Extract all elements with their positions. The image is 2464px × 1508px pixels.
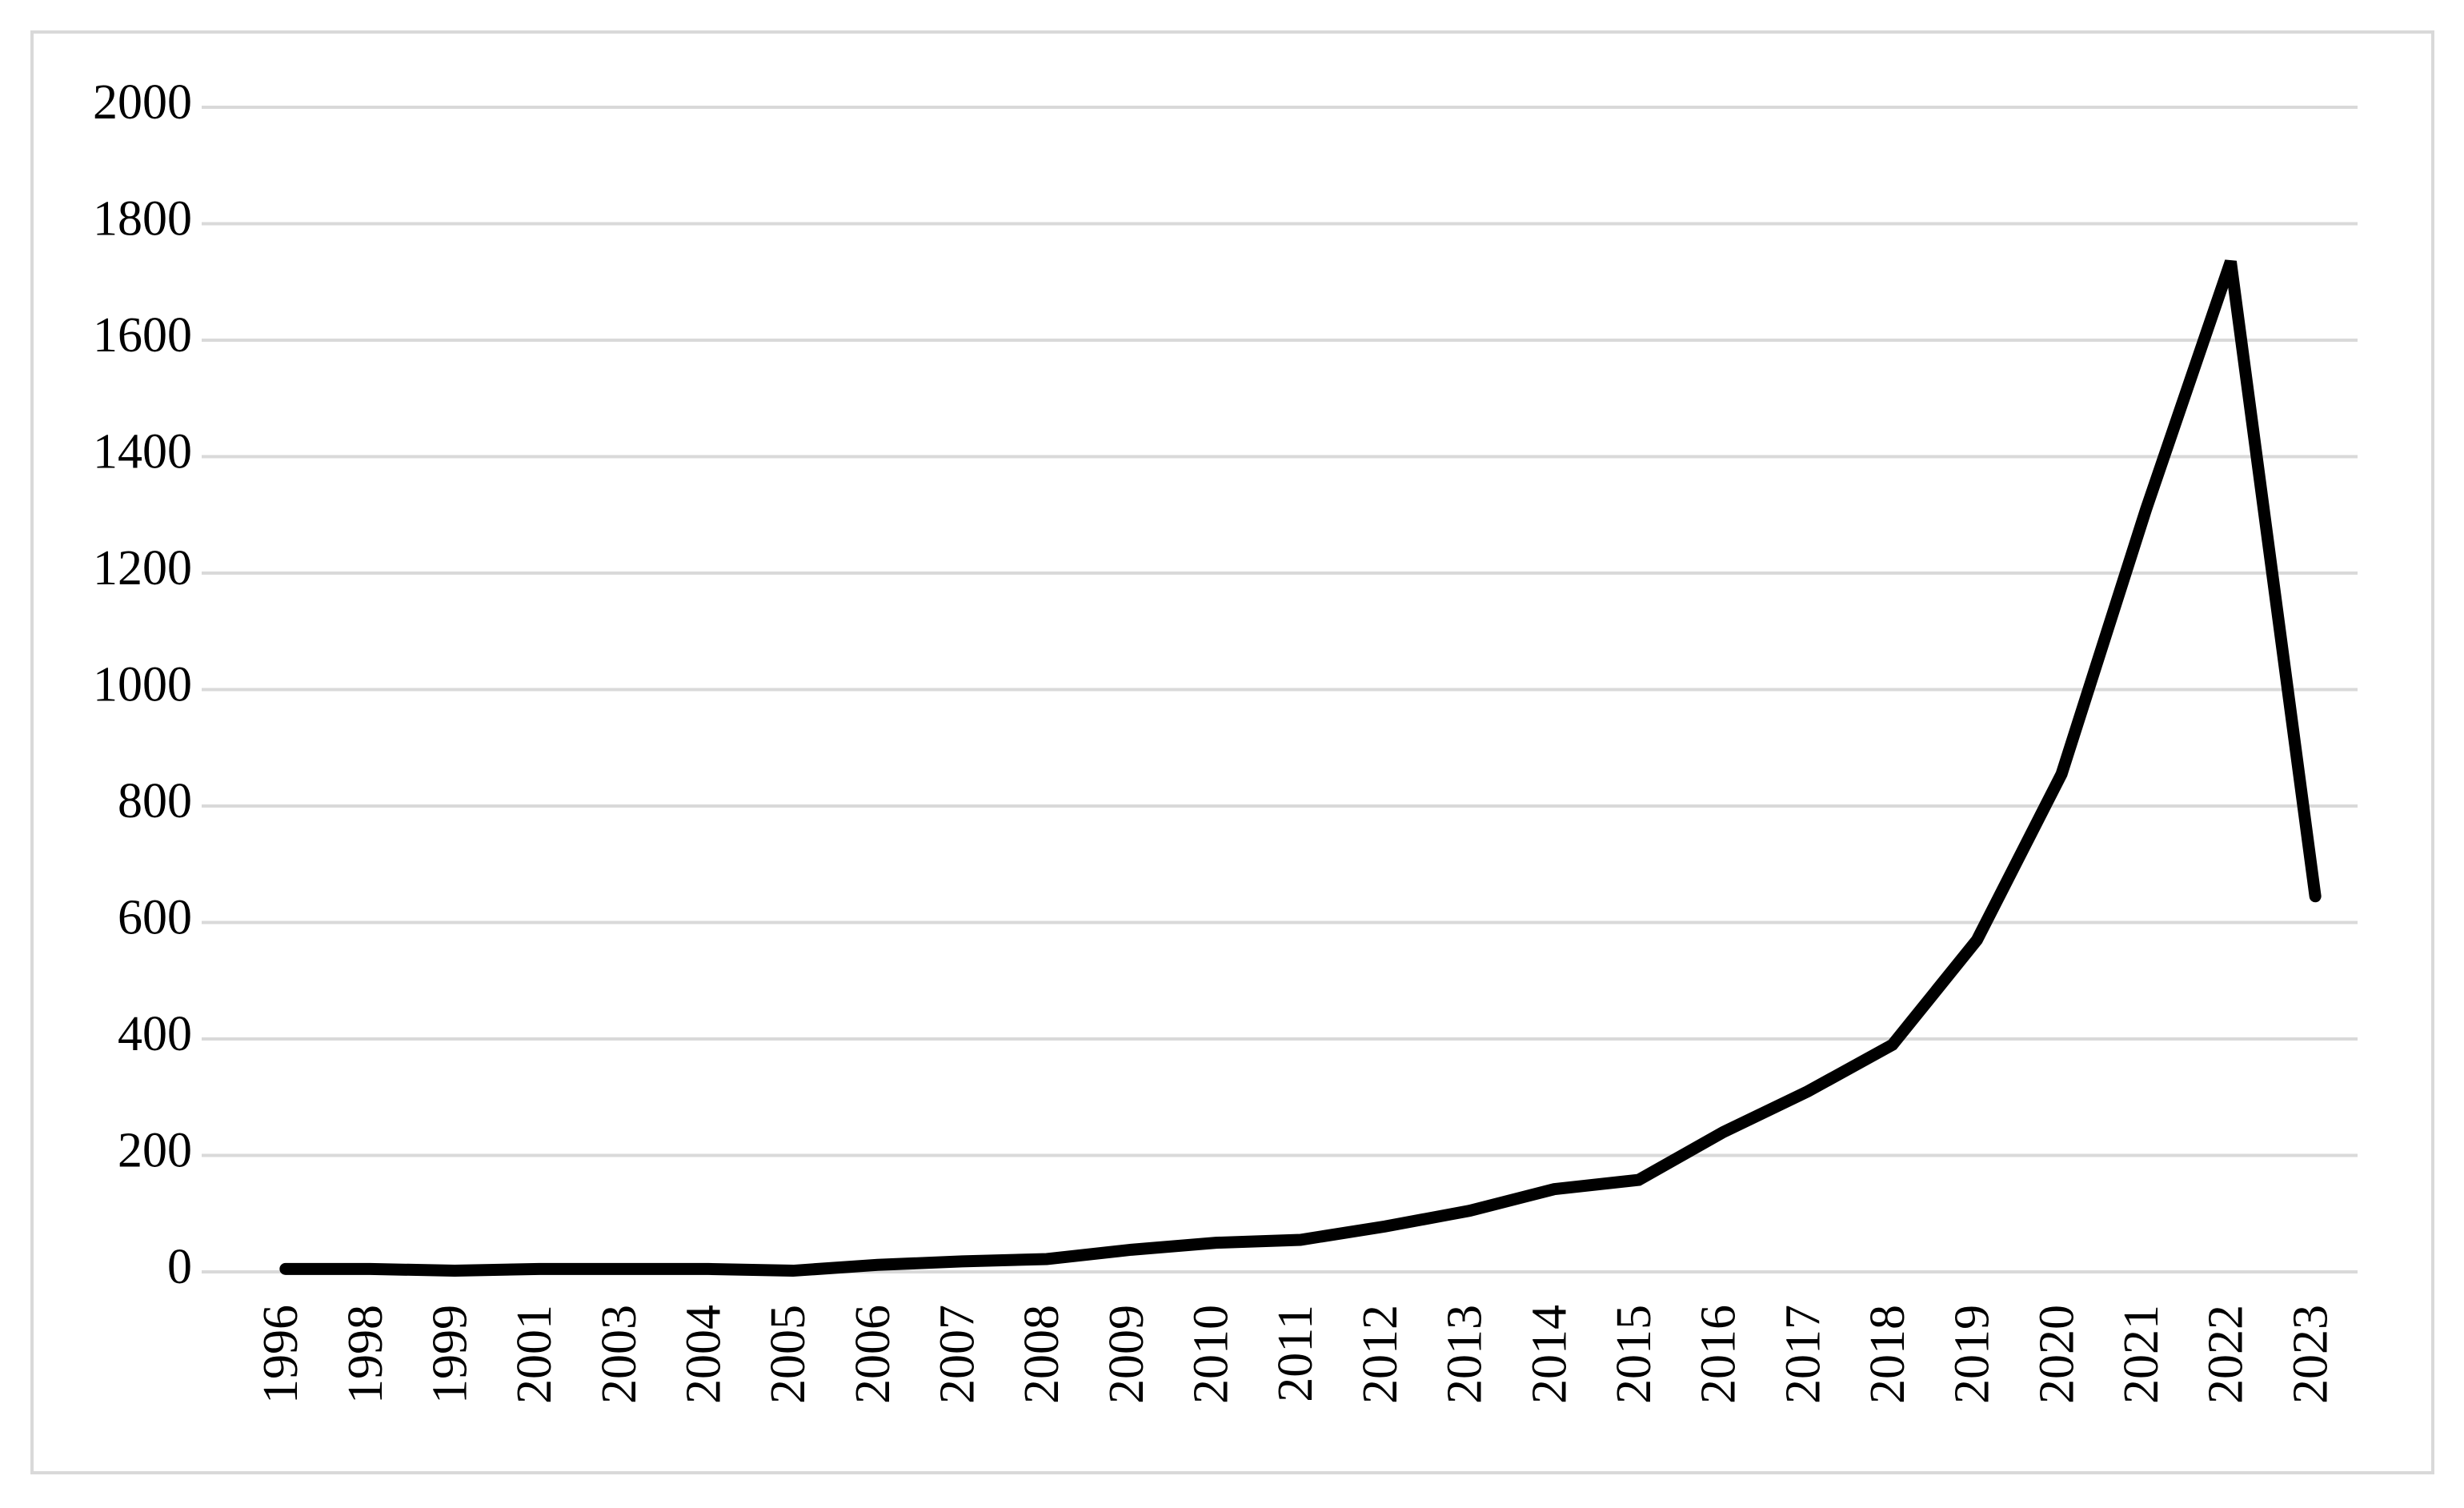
x-tick-label: 2007 xyxy=(931,1305,985,1404)
y-tick-label: 800 xyxy=(118,774,192,828)
y-tick-label: 0 xyxy=(167,1240,192,1294)
x-tick-label: 2019 xyxy=(1945,1305,2000,1404)
x-tick-label: 2020 xyxy=(2029,1305,2084,1404)
x-tick-label: 1996 xyxy=(254,1305,308,1404)
x-tick-label: 2023 xyxy=(2283,1305,2338,1404)
y-tick-label: 600 xyxy=(118,891,192,945)
y-tick-label: 1800 xyxy=(93,192,192,247)
x-tick-label: 2010 xyxy=(1184,1305,1239,1404)
y-tick-label: 1200 xyxy=(93,541,192,596)
x-tick-label: 2016 xyxy=(1692,1305,1746,1404)
x-tick-label: 2021 xyxy=(2114,1305,2169,1404)
y-tick-label: 1000 xyxy=(93,658,192,712)
x-tick-label: 2012 xyxy=(1353,1305,1408,1404)
x-tick-label: 2008 xyxy=(1015,1305,1069,1404)
y-tick-label: 2000 xyxy=(93,75,192,130)
x-tick-label: 2015 xyxy=(1607,1305,1661,1404)
line xyxy=(279,259,2322,1277)
x-tick-label: 2014 xyxy=(1522,1305,1577,1404)
x-tick-label: 2001 xyxy=(507,1305,562,1404)
x-tick-label: 2009 xyxy=(1100,1305,1154,1404)
x-tick-label: 2013 xyxy=(1438,1305,1492,1404)
x-tick-label: 2017 xyxy=(1776,1305,1830,1404)
y-tick-label: 400 xyxy=(118,1007,192,1061)
y-tick-label: 1400 xyxy=(93,425,192,479)
x-tick-label: 2022 xyxy=(2199,1305,2254,1404)
y-tick-label: 200 xyxy=(118,1124,192,1178)
x-tick-label: 2004 xyxy=(676,1305,731,1404)
x-tick-label: 1998 xyxy=(339,1305,393,1404)
x-tick-label: 1999 xyxy=(423,1305,477,1404)
x-tick-label: 2011 xyxy=(1268,1305,1323,1402)
x-tick-label: 2018 xyxy=(1861,1305,1915,1404)
x-tick-label: 2006 xyxy=(846,1305,900,1404)
chart-border xyxy=(30,30,2434,1474)
y-tick-label: 1600 xyxy=(93,308,192,363)
x-tick-label: 2005 xyxy=(761,1305,815,1404)
x-tick-label: 2003 xyxy=(592,1305,647,1404)
